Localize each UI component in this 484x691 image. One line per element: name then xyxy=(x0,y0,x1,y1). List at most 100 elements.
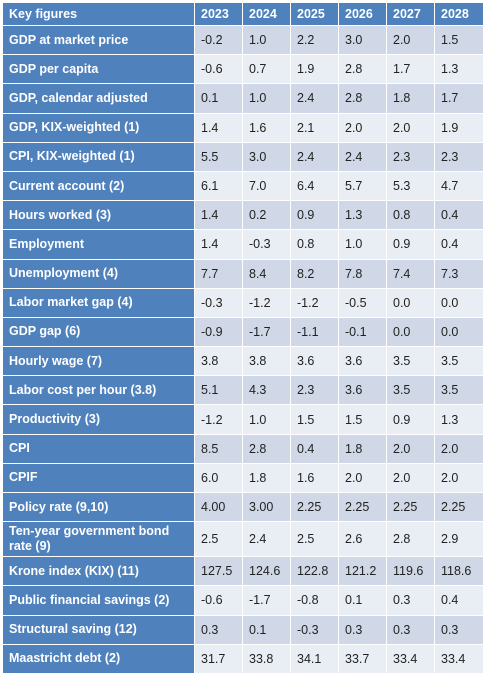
table-row: Labor market gap (4) -0.3 -1.2 -1.2 -0.5 0.0 0… xyxy=(2,287,484,318)
row-label: Current account (2) xyxy=(2,170,195,202)
value-cell: 7.8 xyxy=(338,258,387,289)
value-cell: 3.5 xyxy=(386,375,435,406)
table-row: GDP, KIX-weighted (1) 1.4 1.6 2.1 2.0 2.0 1.9 xyxy=(2,112,484,143)
table-row: Public financial savings (2) -0.6 -1.7 -0.8… xyxy=(2,585,484,616)
table-row: Current account (2) 6.1 7.0 6.4 5.7 5.3 4.7 xyxy=(2,170,484,202)
value-cell: 6.1 xyxy=(194,170,243,202)
row-label: Public financial savings (2) xyxy=(2,585,195,616)
table-row: Maastricht debt (2) 31.7 33.8 34.1 33.7 33.4 3… xyxy=(2,643,484,674)
table-row: CPI 8.5 2.8 0.4 1.8 2.0 2.0 xyxy=(2,433,484,464)
value-cell: 1.0 xyxy=(338,229,387,260)
value-cell: 2.3 xyxy=(434,141,484,172)
value-cell: -0.9 xyxy=(194,316,243,348)
value-cell: 1.9 xyxy=(290,54,339,85)
value-cell: 0.9 xyxy=(290,200,339,231)
value-cell: 2.3 xyxy=(290,375,339,406)
value-cell: 2.4 xyxy=(338,141,387,172)
value-cell: 2.25 xyxy=(434,491,484,523)
row-label: Productivity (3) xyxy=(2,404,195,435)
row-label: Krone index (KIX) (11) xyxy=(2,556,195,587)
value-cell: 3.00 xyxy=(242,491,291,523)
value-cell: 0.8 xyxy=(386,200,435,231)
value-cell: 1.8 xyxy=(338,433,387,464)
row-label: Unemployment (4) xyxy=(2,258,195,289)
value-cell: 0.4 xyxy=(290,433,339,464)
value-cell: 1.4 xyxy=(194,112,243,143)
table-row: GDP, calendar adjusted 0.1 1.0 2.4 2.8 1.8 1.7 xyxy=(2,83,484,114)
value-cell: 7.7 xyxy=(194,258,243,289)
value-cell: 7.4 xyxy=(386,258,435,289)
value-cell: 0.1 xyxy=(338,585,387,616)
value-cell: 0.2 xyxy=(242,200,291,231)
value-cell: 2.0 xyxy=(386,24,435,56)
value-cell: 0.1 xyxy=(242,614,291,645)
value-cell: 0.3 xyxy=(386,585,435,616)
table-row: Hourly wage (7) 3.8 3.8 3.6 3.6 3.5 3.5 xyxy=(2,346,484,377)
value-cell: 2.0 xyxy=(338,112,387,143)
value-cell: 4.7 xyxy=(434,170,484,202)
value-cell: 2.0 xyxy=(338,462,387,494)
value-cell: 3.8 xyxy=(194,346,243,377)
row-label: GDP per capita xyxy=(2,54,195,85)
value-cell: -0.5 xyxy=(338,287,387,318)
value-cell: 1.8 xyxy=(386,83,435,114)
table-row: Employment 1.4 -0.3 0.8 1.0 0.9 0.4 xyxy=(2,229,484,260)
value-cell: 8.2 xyxy=(290,258,339,289)
table-row: GDP gap (6) -0.9 -1.7 -1.1 -0.1 0.0 0.0 xyxy=(2,316,484,348)
value-cell: 0.3 xyxy=(194,614,243,645)
value-cell: 2.8 xyxy=(338,83,387,114)
value-cell: 0.9 xyxy=(386,404,435,435)
value-cell: 1.0 xyxy=(242,404,291,435)
value-cell: 3.5 xyxy=(434,346,484,377)
value-cell: 1.5 xyxy=(290,404,339,435)
value-cell: 3.0 xyxy=(338,24,387,56)
row-label: GDP at market price xyxy=(2,24,195,56)
value-cell: 2.25 xyxy=(290,491,339,523)
row-label: GDP, KIX-weighted (1) xyxy=(2,112,195,143)
value-cell: 0.0 xyxy=(434,287,484,318)
header-cell-key-figures: Key figures xyxy=(2,2,195,26)
value-cell: 121.2 xyxy=(338,556,387,587)
row-label: CPIF xyxy=(2,462,195,494)
value-cell: 122.8 xyxy=(290,556,339,587)
row-label: Ten-year government bond rate (9) xyxy=(2,521,195,558)
value-cell: -1.2 xyxy=(242,287,291,318)
row-label: GDP gap (6) xyxy=(2,316,195,348)
value-cell: 1.5 xyxy=(338,404,387,435)
row-label: Labor market gap (4) xyxy=(2,287,195,318)
table-row: CPIF 6.0 1.8 1.6 2.0 2.0 2.0 xyxy=(2,462,484,494)
value-cell: -0.6 xyxy=(194,54,243,85)
value-cell: 1.3 xyxy=(434,54,484,85)
value-cell: 8.5 xyxy=(194,433,243,464)
value-cell: 2.0 xyxy=(386,433,435,464)
value-cell: 3.5 xyxy=(386,346,435,377)
value-cell: 0.0 xyxy=(386,316,435,348)
value-cell: 119.6 xyxy=(386,556,435,587)
value-cell: 7.0 xyxy=(242,170,291,202)
value-cell: 2.4 xyxy=(290,141,339,172)
value-cell: 1.7 xyxy=(434,83,484,114)
value-cell: -0.1 xyxy=(338,316,387,348)
value-cell: -1.1 xyxy=(290,316,339,348)
value-cell: -1.7 xyxy=(242,316,291,348)
row-label: CPI xyxy=(2,433,195,464)
table-row: GDP per capita -0.6 0.7 1.9 2.8 1.7 1.3 xyxy=(2,54,484,85)
value-cell: 0.1 xyxy=(194,83,243,114)
table-row: Structural saving (12) 0.3 0.1 -0.3 0.3 0.3 0.… xyxy=(2,614,484,645)
value-cell: 1.6 xyxy=(242,112,291,143)
value-cell: 2.0 xyxy=(434,462,484,494)
row-label: Labor cost per hour (3.8) xyxy=(2,375,195,406)
value-cell: 2.0 xyxy=(386,112,435,143)
value-cell: 34.1 xyxy=(290,643,339,674)
value-cell: 8.4 xyxy=(242,258,291,289)
table-row: GDP at market price -0.2 1.0 2.2 3.0 2.0 1.5 xyxy=(2,24,484,56)
value-cell: 3.6 xyxy=(290,346,339,377)
value-cell: 2.8 xyxy=(386,521,435,558)
value-cell: 2.2 xyxy=(290,24,339,56)
value-cell: -0.3 xyxy=(242,229,291,260)
key-figures-table: Key figures 2023 2024 2025 2026 2027 202… xyxy=(2,2,484,674)
row-label: Hourly wage (7) xyxy=(2,346,195,377)
value-cell: 1.4 xyxy=(194,229,243,260)
value-cell: 2.25 xyxy=(386,491,435,523)
value-cell: 2.9 xyxy=(434,521,484,558)
